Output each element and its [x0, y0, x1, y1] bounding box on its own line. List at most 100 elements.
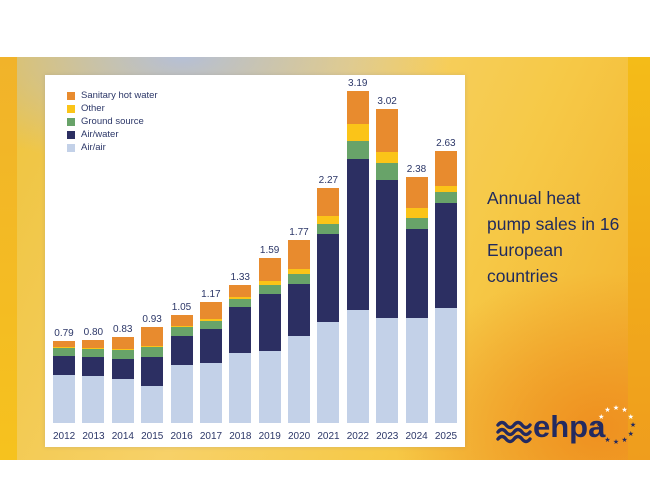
bar-segment-air-air: [317, 322, 340, 423]
legend-label: Other: [81, 103, 105, 114]
bar-segment-air-water: [141, 357, 164, 386]
bar-column-2021: 2.27: [317, 175, 340, 423]
bar-segment-other: [376, 152, 399, 163]
star-icon: ★: [627, 430, 634, 438]
bar-segment-ground-source: [258, 285, 281, 294]
bar-segment-sanitary-hot-water: [434, 151, 457, 186]
legend-swatch-icon: [67, 117, 75, 126]
bars-row: 0.79 0.80 0.83 0.93 1.05 1.17 1.33 1.59 1.77 2.27…: [45, 78, 465, 423]
bar-segment-sanitary-hot-water: [317, 188, 340, 216]
bar-segment-air-water: [288, 284, 310, 336]
star-icon: ★: [595, 422, 603, 429]
bar-segment-other: [317, 216, 340, 224]
bar-total-label: 0.80: [83, 327, 104, 338]
bar-segment-ground-source: [317, 224, 340, 234]
bar-total-label: 2.38: [406, 164, 427, 175]
bar-segment-air-water: [170, 336, 193, 365]
bar-segment-sanitary-hot-water: [199, 302, 222, 319]
bar-total-label: 0.83: [113, 324, 133, 335]
x-axis-label-2016: 2016: [170, 431, 193, 442]
x-axis-label-2012: 2012: [53, 431, 76, 442]
bar-total-label: 1.59: [259, 245, 280, 256]
bar-segment-air-air: [434, 308, 457, 423]
bar-segment-other: [258, 281, 281, 285]
bar-segment-sanitary-hot-water: [376, 109, 399, 152]
legend-item: Ground source: [67, 115, 158, 128]
bar-column-2023: 3.02: [376, 96, 399, 423]
bar-segment-ground-source: [82, 349, 105, 357]
legend-label: Air/water: [81, 129, 119, 140]
legend-item: Sanitary hot water: [67, 89, 158, 102]
bar-segment-ground-source: [199, 321, 222, 329]
x-axis-label-2024: 2024: [405, 431, 428, 442]
bar-segment-air-air: [346, 310, 369, 423]
star-icon: ★: [612, 405, 620, 412]
bar-total-label: 1.77: [289, 227, 309, 238]
bar-segment-sanitary-hot-water: [141, 327, 164, 346]
bar-column-2014: 0.83: [111, 324, 134, 423]
bar-total-label: 2.63: [436, 138, 456, 149]
right-gold-strip: [628, 57, 650, 460]
bar-segment-sanitary-hot-water: [53, 341, 75, 347]
bar-stack: [434, 151, 457, 423]
bar-segment-sanitary-hot-water: [346, 91, 369, 124]
bar-stack: [111, 337, 134, 423]
bar-segment-air-water: [82, 357, 105, 376]
bar-segment-air-water: [434, 203, 457, 308]
x-axis-label-2018: 2018: [229, 431, 252, 442]
star-icon: ★: [621, 407, 628, 415]
bar-segment-ground-source: [346, 141, 369, 159]
bar-total-label: 0.93: [142, 314, 162, 325]
bar-column-2022: 3.19: [346, 78, 369, 423]
bar-segment-air-air: [288, 336, 310, 423]
bar-segment-other: [346, 124, 369, 141]
bar-segment-ground-source: [170, 327, 193, 336]
star-icon: ★: [598, 430, 605, 438]
x-axis-label-2025: 2025: [434, 431, 458, 442]
bar-segment-ground-source: [111, 350, 134, 359]
bar-segment-air-water: [405, 229, 428, 318]
x-axis-label-2023: 2023: [376, 431, 399, 442]
bar-segment-ground-source: [53, 348, 75, 356]
legend-swatch-icon: [67, 104, 75, 113]
bar-total-label: 1.33: [230, 272, 250, 283]
bar-stack: [317, 188, 340, 423]
x-axis-label-2021: 2021: [317, 431, 340, 442]
legend-item: Air/water: [67, 128, 158, 141]
bar-stack: [405, 177, 428, 423]
bar-stack: [170, 315, 193, 423]
chart-panel: Sanitary hot water Other Ground source Air/…: [45, 75, 465, 447]
legend-item: Other: [67, 102, 158, 115]
bar-segment-sanitary-hot-water: [229, 285, 252, 297]
bar-segment-sanitary-hot-water: [288, 240, 310, 269]
bar-stack: [53, 341, 75, 423]
eu-stars-circle: ★ ★ ★ ★ ★ ★ ★ ★ ★ ★ ★ ★: [593, 403, 639, 449]
star-icon: ★: [629, 422, 637, 429]
x-axis-label-2015: 2015: [141, 431, 164, 442]
bar-segment-air-water: [199, 329, 222, 363]
bar-segment-other: [111, 349, 134, 350]
legend-swatch-icon: [67, 130, 75, 139]
slide-title: Annual heat pump sales in 16 European co…: [487, 188, 620, 286]
bar-column-2015: 0.93: [141, 314, 164, 423]
x-axis-label-2013: 2013: [82, 431, 105, 442]
bar-segment-air-air: [258, 351, 281, 423]
bar-segment-air-water: [53, 356, 75, 375]
bar-segment-sanitary-hot-water: [170, 315, 193, 326]
legend-label: Air/air: [81, 142, 106, 153]
bar-column-2020: 1.77: [288, 227, 310, 423]
x-axis-label-2020: 2020: [288, 431, 311, 442]
bar-total-label: 1.05: [171, 302, 192, 313]
bar-segment-air-water: [258, 294, 281, 351]
triple-wave-icon: [496, 420, 532, 444]
legend-swatch-icon: [67, 91, 75, 100]
bar-stack: [376, 109, 399, 423]
bar-column-2017: 1.17: [199, 289, 222, 423]
star-icon: ★: [604, 407, 611, 415]
bar-segment-air-air: [199, 363, 222, 423]
bar-segment-other: [229, 297, 252, 299]
bar-segment-other: [170, 326, 193, 327]
bar-column-2018: 1.33: [229, 272, 252, 423]
bar-total-label: 2.27: [318, 175, 339, 186]
